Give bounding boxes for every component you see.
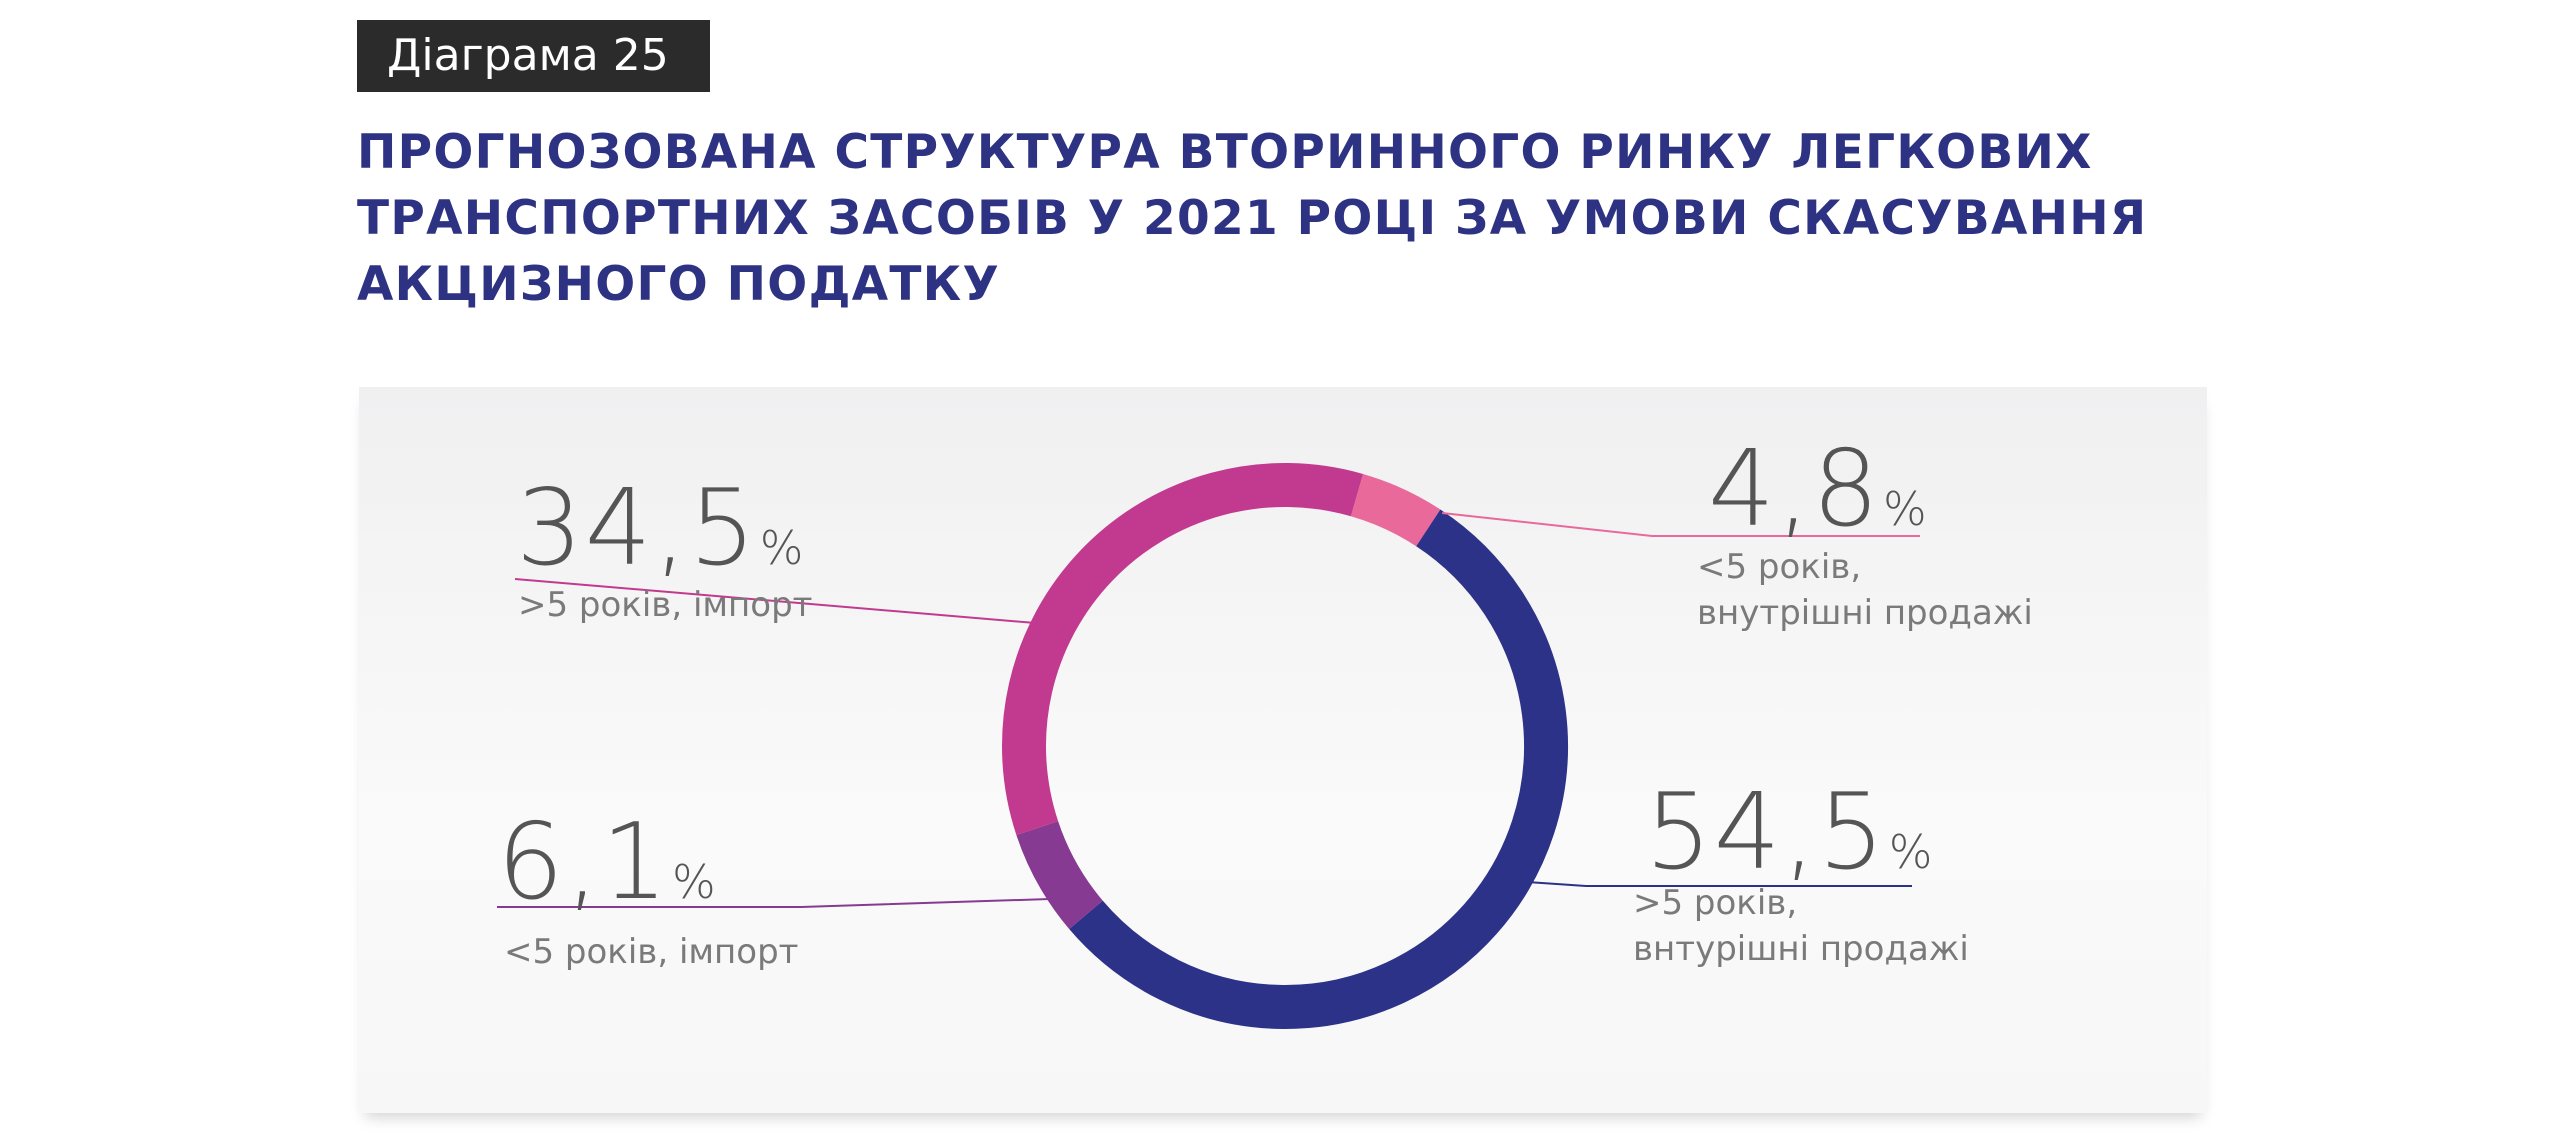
slice-category-label: <5 років, внутрішні продажі (1697, 547, 2033, 633)
slice-value-label: 6,1% (497, 801, 718, 923)
leader-line (514, 578, 1033, 624)
slice-category-label: >5 років, внтурішні продажі (1633, 883, 1969, 969)
slice-value-label: 34,5% (516, 467, 806, 589)
slice-value-label: 4,8% (1708, 428, 1929, 550)
leader-line (497, 898, 1050, 908)
chart-title-line: ТРАНСПОРТНИХ ЗАСОБІВ У 2021 РОЦІ ЗА УМОВ… (357, 191, 2148, 246)
slice-value-label: 54,5% (1645, 771, 1935, 893)
chart-title: ПРОГНОЗОВАНА СТРУКТУРА ВТОРИННОГО РИНКУ … (357, 120, 2257, 318)
slice-category-label: >5 років, імпорт (518, 585, 813, 625)
donut-slice (1016, 820, 1104, 930)
donut-slice (1002, 463, 1363, 835)
chart-title-line: ПРОГНОЗОВАНА СТРУКТУРА ВТОРИННОГО РИНКУ … (357, 125, 2093, 180)
donut-slice (1350, 473, 1441, 547)
leader-lines (497, 512, 1920, 908)
leader-line (1441, 512, 1920, 537)
diagram-number-badge: Діаграма 25 (357, 20, 710, 92)
slice-category-label: <5 років, імпорт (504, 932, 799, 972)
donut-slice (1069, 509, 1568, 1030)
donut-slices (1002, 463, 1568, 1030)
leader-line (1530, 881, 1912, 887)
chart-title-line: АКЦИЗНОГО ПОДАТКУ (357, 257, 1001, 312)
